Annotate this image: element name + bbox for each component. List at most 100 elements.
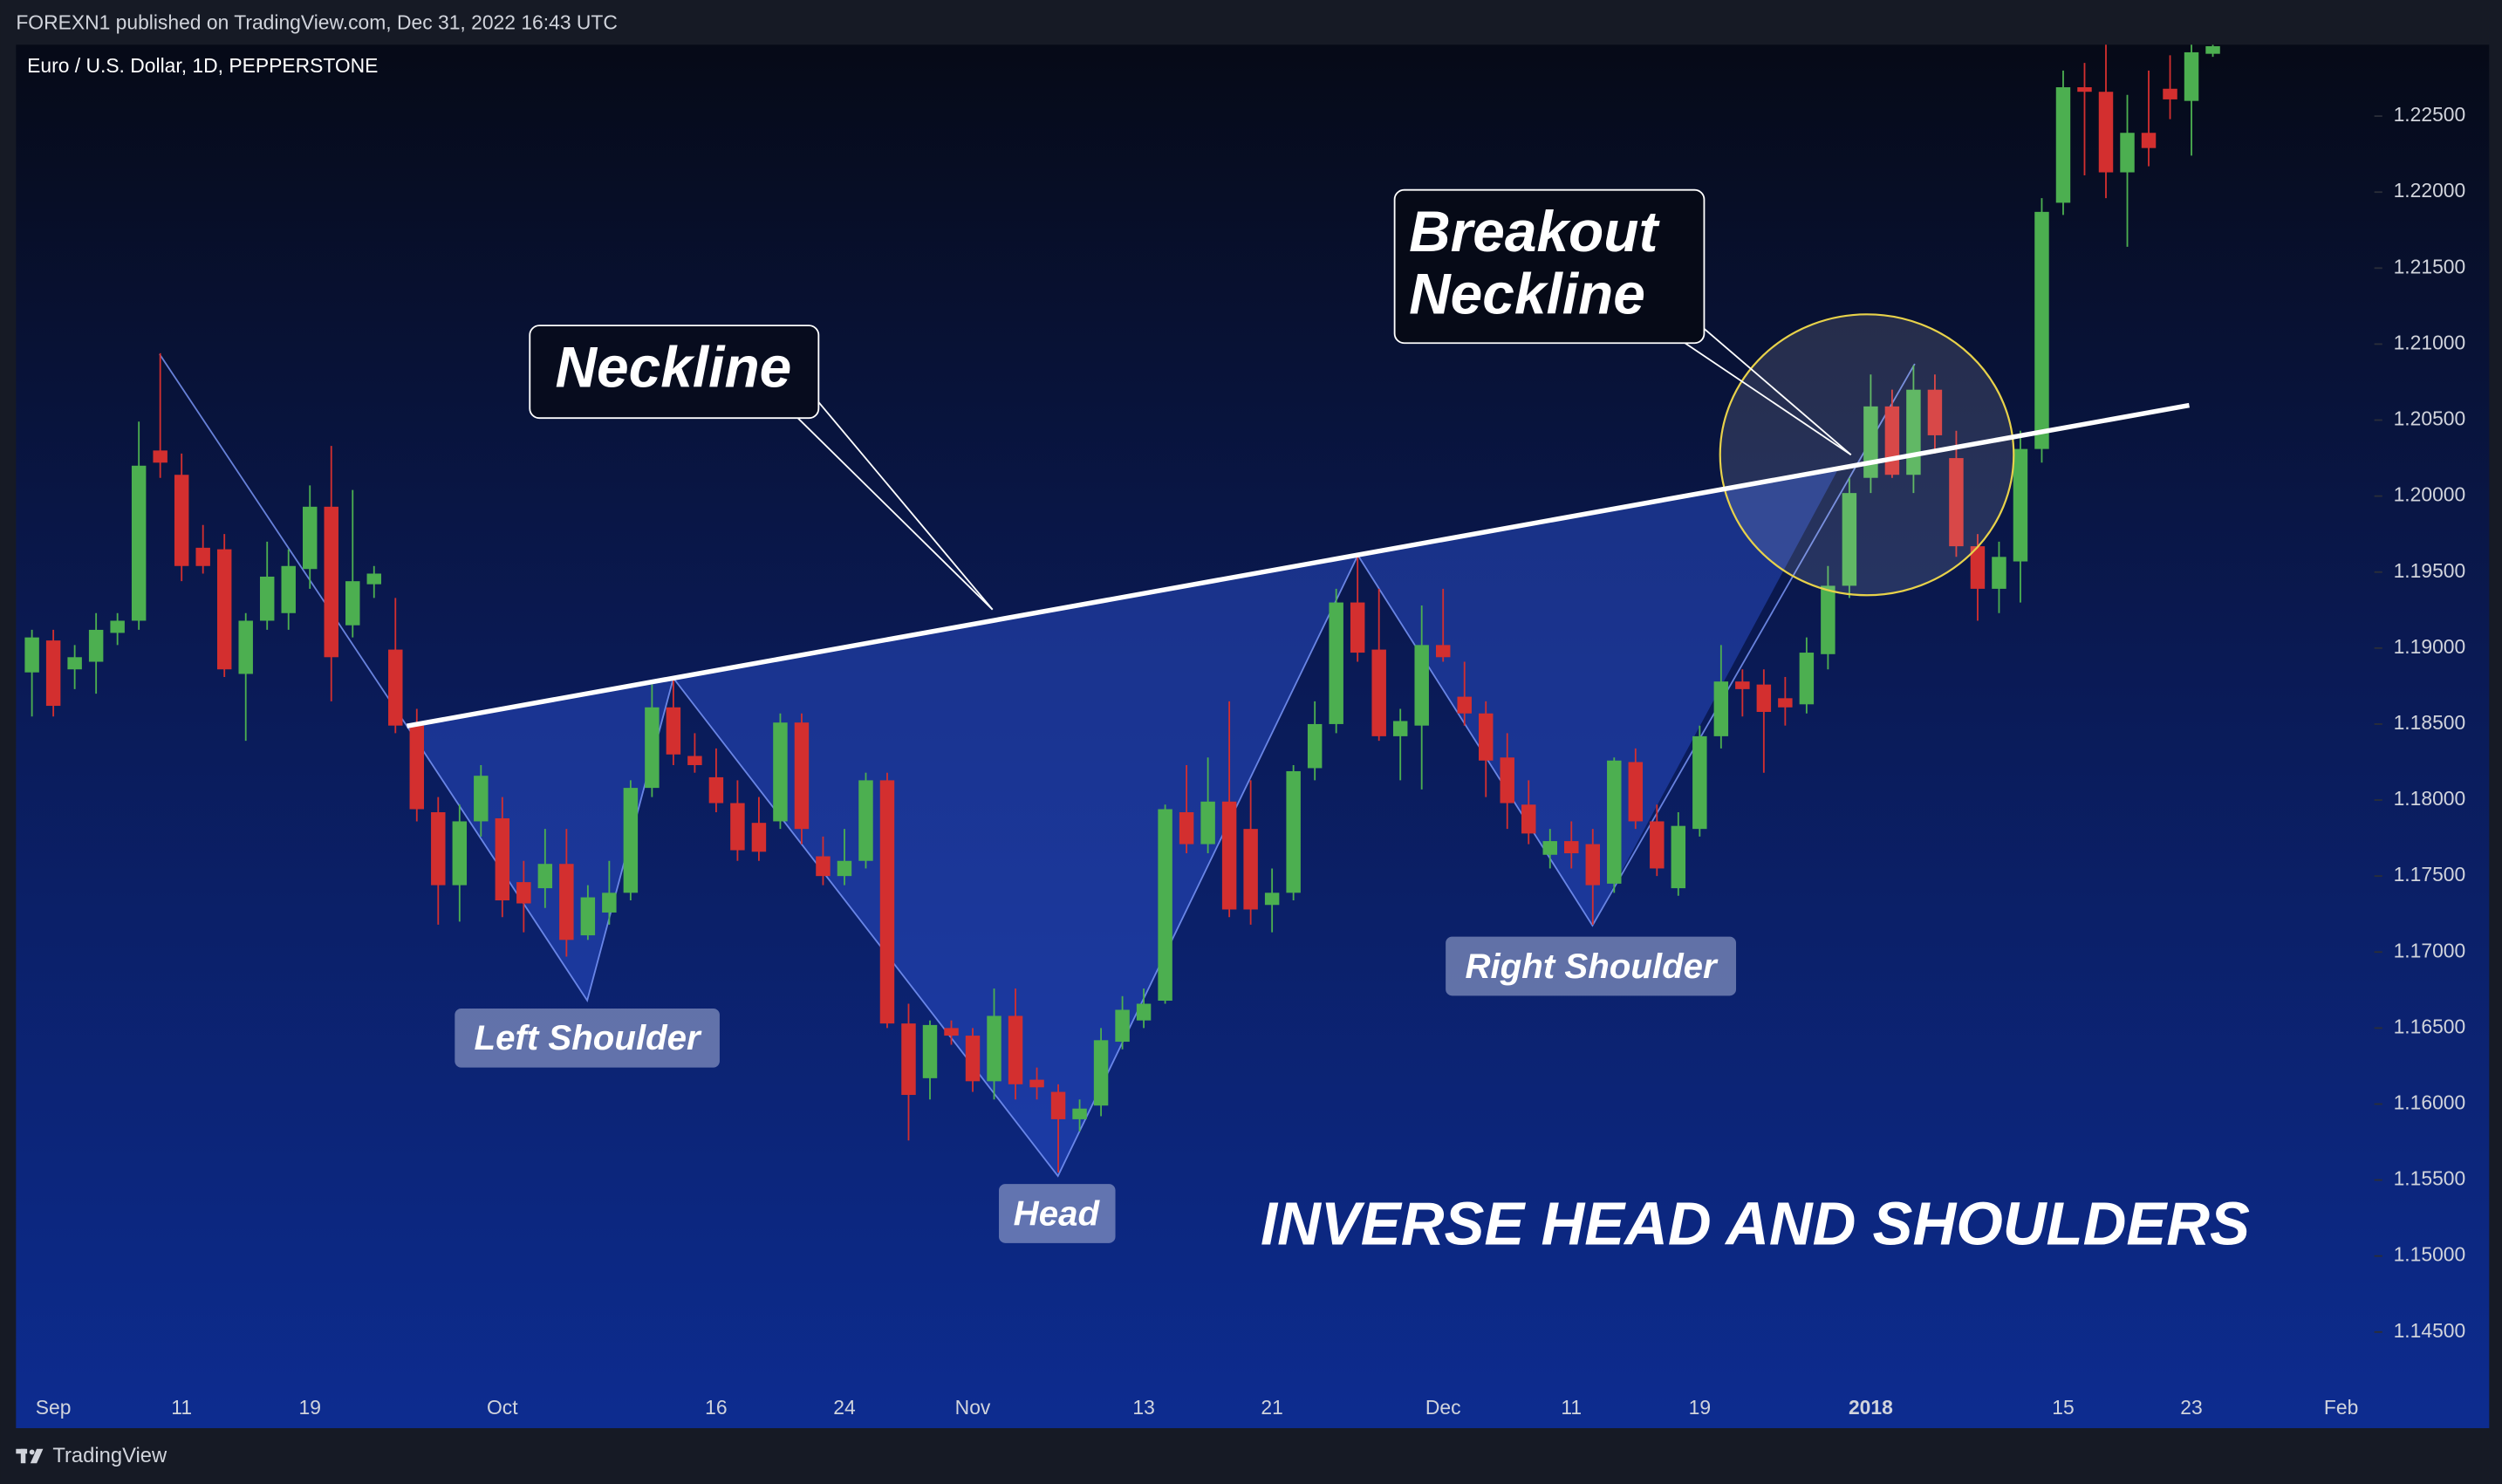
y-tick-label: 1.17000	[2394, 939, 2466, 961]
y-tick-label: 1.15000	[2394, 1243, 2466, 1266]
y-tick-label: 1.20500	[2394, 407, 2466, 430]
candle-body	[1008, 1016, 1023, 1084]
candle-body	[1756, 684, 1772, 713]
y-tick-label: 1.16500	[2394, 1015, 2466, 1037]
neckline-label: Neckline	[555, 335, 791, 400]
x-tick-label: Sep	[36, 1396, 72, 1419]
candle-body	[602, 892, 617, 913]
candle-body	[559, 864, 574, 940]
candle-body	[666, 707, 681, 755]
candle-body	[1607, 760, 1622, 884]
candle-body	[409, 725, 425, 810]
candle-body	[1457, 696, 1472, 714]
candle-body	[1821, 585, 1835, 654]
x-tick-label: 23	[2180, 1396, 2202, 1419]
footer-brand: TradingView	[52, 1444, 167, 1467]
candle-body	[901, 1023, 916, 1096]
candle-body	[1628, 762, 1644, 822]
candle-body	[1970, 546, 1986, 589]
x-tick-label: 16	[705, 1396, 727, 1419]
candle-body	[773, 722, 788, 822]
callout-pointer	[1703, 328, 1852, 455]
candle-body	[131, 465, 147, 621]
tag-box	[455, 1008, 720, 1068]
candle-body	[623, 788, 639, 893]
candle-body	[2034, 211, 2049, 449]
candle-body	[1115, 1009, 1130, 1043]
head-label: Head	[1014, 1193, 1101, 1233]
candle-body	[2205, 45, 2220, 54]
candle-body	[1221, 801, 1237, 910]
candle-body	[2163, 88, 2177, 99]
x-tick-label: 24	[833, 1396, 856, 1419]
candle-body	[345, 581, 360, 626]
candle-body	[1179, 811, 1194, 845]
candle-body	[1286, 770, 1301, 893]
right-shoulder-label: Right Shoulder	[1465, 947, 1719, 986]
y-tick-label: 1.18000	[2394, 787, 2466, 810]
candle-body	[1842, 493, 1857, 586]
candle-body	[687, 756, 702, 765]
tag-box	[999, 1184, 1116, 1243]
y-tick-label: 1.21500	[2394, 255, 2466, 277]
candle-body	[2055, 86, 2071, 203]
x-tick-label: Feb	[2324, 1396, 2358, 1419]
candle-body	[1949, 458, 1964, 547]
candle-body	[88, 629, 104, 662]
y-tick-label: 1.15500	[2394, 1167, 2466, 1190]
candles	[24, 44, 2220, 1173]
publish-header: FOREXN1 published on TradingView.com, De…	[16, 10, 618, 33]
candle-body	[2141, 133, 2157, 148]
breakout-label: Neckline	[1409, 261, 1645, 325]
x-tick-label: Dec	[1425, 1396, 1461, 1419]
candle-body	[1992, 557, 2006, 589]
candle-body	[324, 506, 338, 658]
x-tick-label: 19	[299, 1396, 321, 1419]
candle-body	[1200, 801, 1215, 845]
left-shoulder-label: Left Shoulder	[475, 1018, 703, 1057]
y-tick-label: 1.14500	[2394, 1319, 2466, 1342]
candle-body	[174, 475, 189, 566]
breakout-callout	[1393, 188, 1706, 345]
candle-body	[516, 882, 531, 904]
x-tick-label: 15	[2052, 1396, 2074, 1419]
candle-body	[816, 856, 831, 877]
y-tick-label: 1.22000	[2394, 179, 2466, 202]
candle-body	[537, 864, 553, 889]
candle-body	[944, 1028, 959, 1036]
y-tick-label: 1.19000	[2394, 635, 2466, 658]
neckline	[406, 402, 2190, 728]
candle-body	[1158, 809, 1172, 1002]
candle-body	[474, 776, 489, 822]
candle-body	[1414, 645, 1429, 726]
candle-body	[1521, 804, 1536, 834]
candle-body	[45, 640, 61, 707]
candle-body	[1392, 721, 1408, 736]
candle-body	[1735, 681, 1750, 689]
y-tick-label: 1.17500	[2394, 863, 2466, 886]
x-tick-label: 11	[1561, 1396, 1582, 1419]
axes: 1.14500 1.15000 1.15500 1.16000 1.16500 1.170…	[36, 103, 2465, 1419]
candle-body	[1500, 757, 1514, 804]
candle-body	[2077, 86, 2092, 92]
candle-body	[580, 897, 596, 936]
x-tick-label: 21	[1261, 1396, 1282, 1419]
candle-body	[1927, 389, 1943, 435]
x-tick-label: Oct	[487, 1396, 518, 1419]
breakout-label: Breakout	[1409, 199, 1660, 263]
pattern-caption: INVERSE HEAD AND SHOULDERS	[1261, 1190, 2250, 1258]
candle-body	[388, 649, 403, 726]
callout-pointer	[1684, 342, 1852, 456]
callout-pointer	[796, 417, 994, 611]
symbol-title: Euro / U.S. Dollar, 1D, PEPPERSTONE	[27, 54, 378, 77]
callout-pointer	[817, 401, 994, 611]
candle-body	[794, 722, 810, 830]
y-tick-label: 1.16000	[2394, 1091, 2466, 1114]
candle-body	[645, 707, 660, 789]
candle-body	[1479, 713, 1494, 761]
candle-body	[1650, 821, 1665, 869]
candle-body	[837, 860, 852, 877]
candle-body	[259, 576, 275, 621]
candle-body	[216, 549, 232, 670]
